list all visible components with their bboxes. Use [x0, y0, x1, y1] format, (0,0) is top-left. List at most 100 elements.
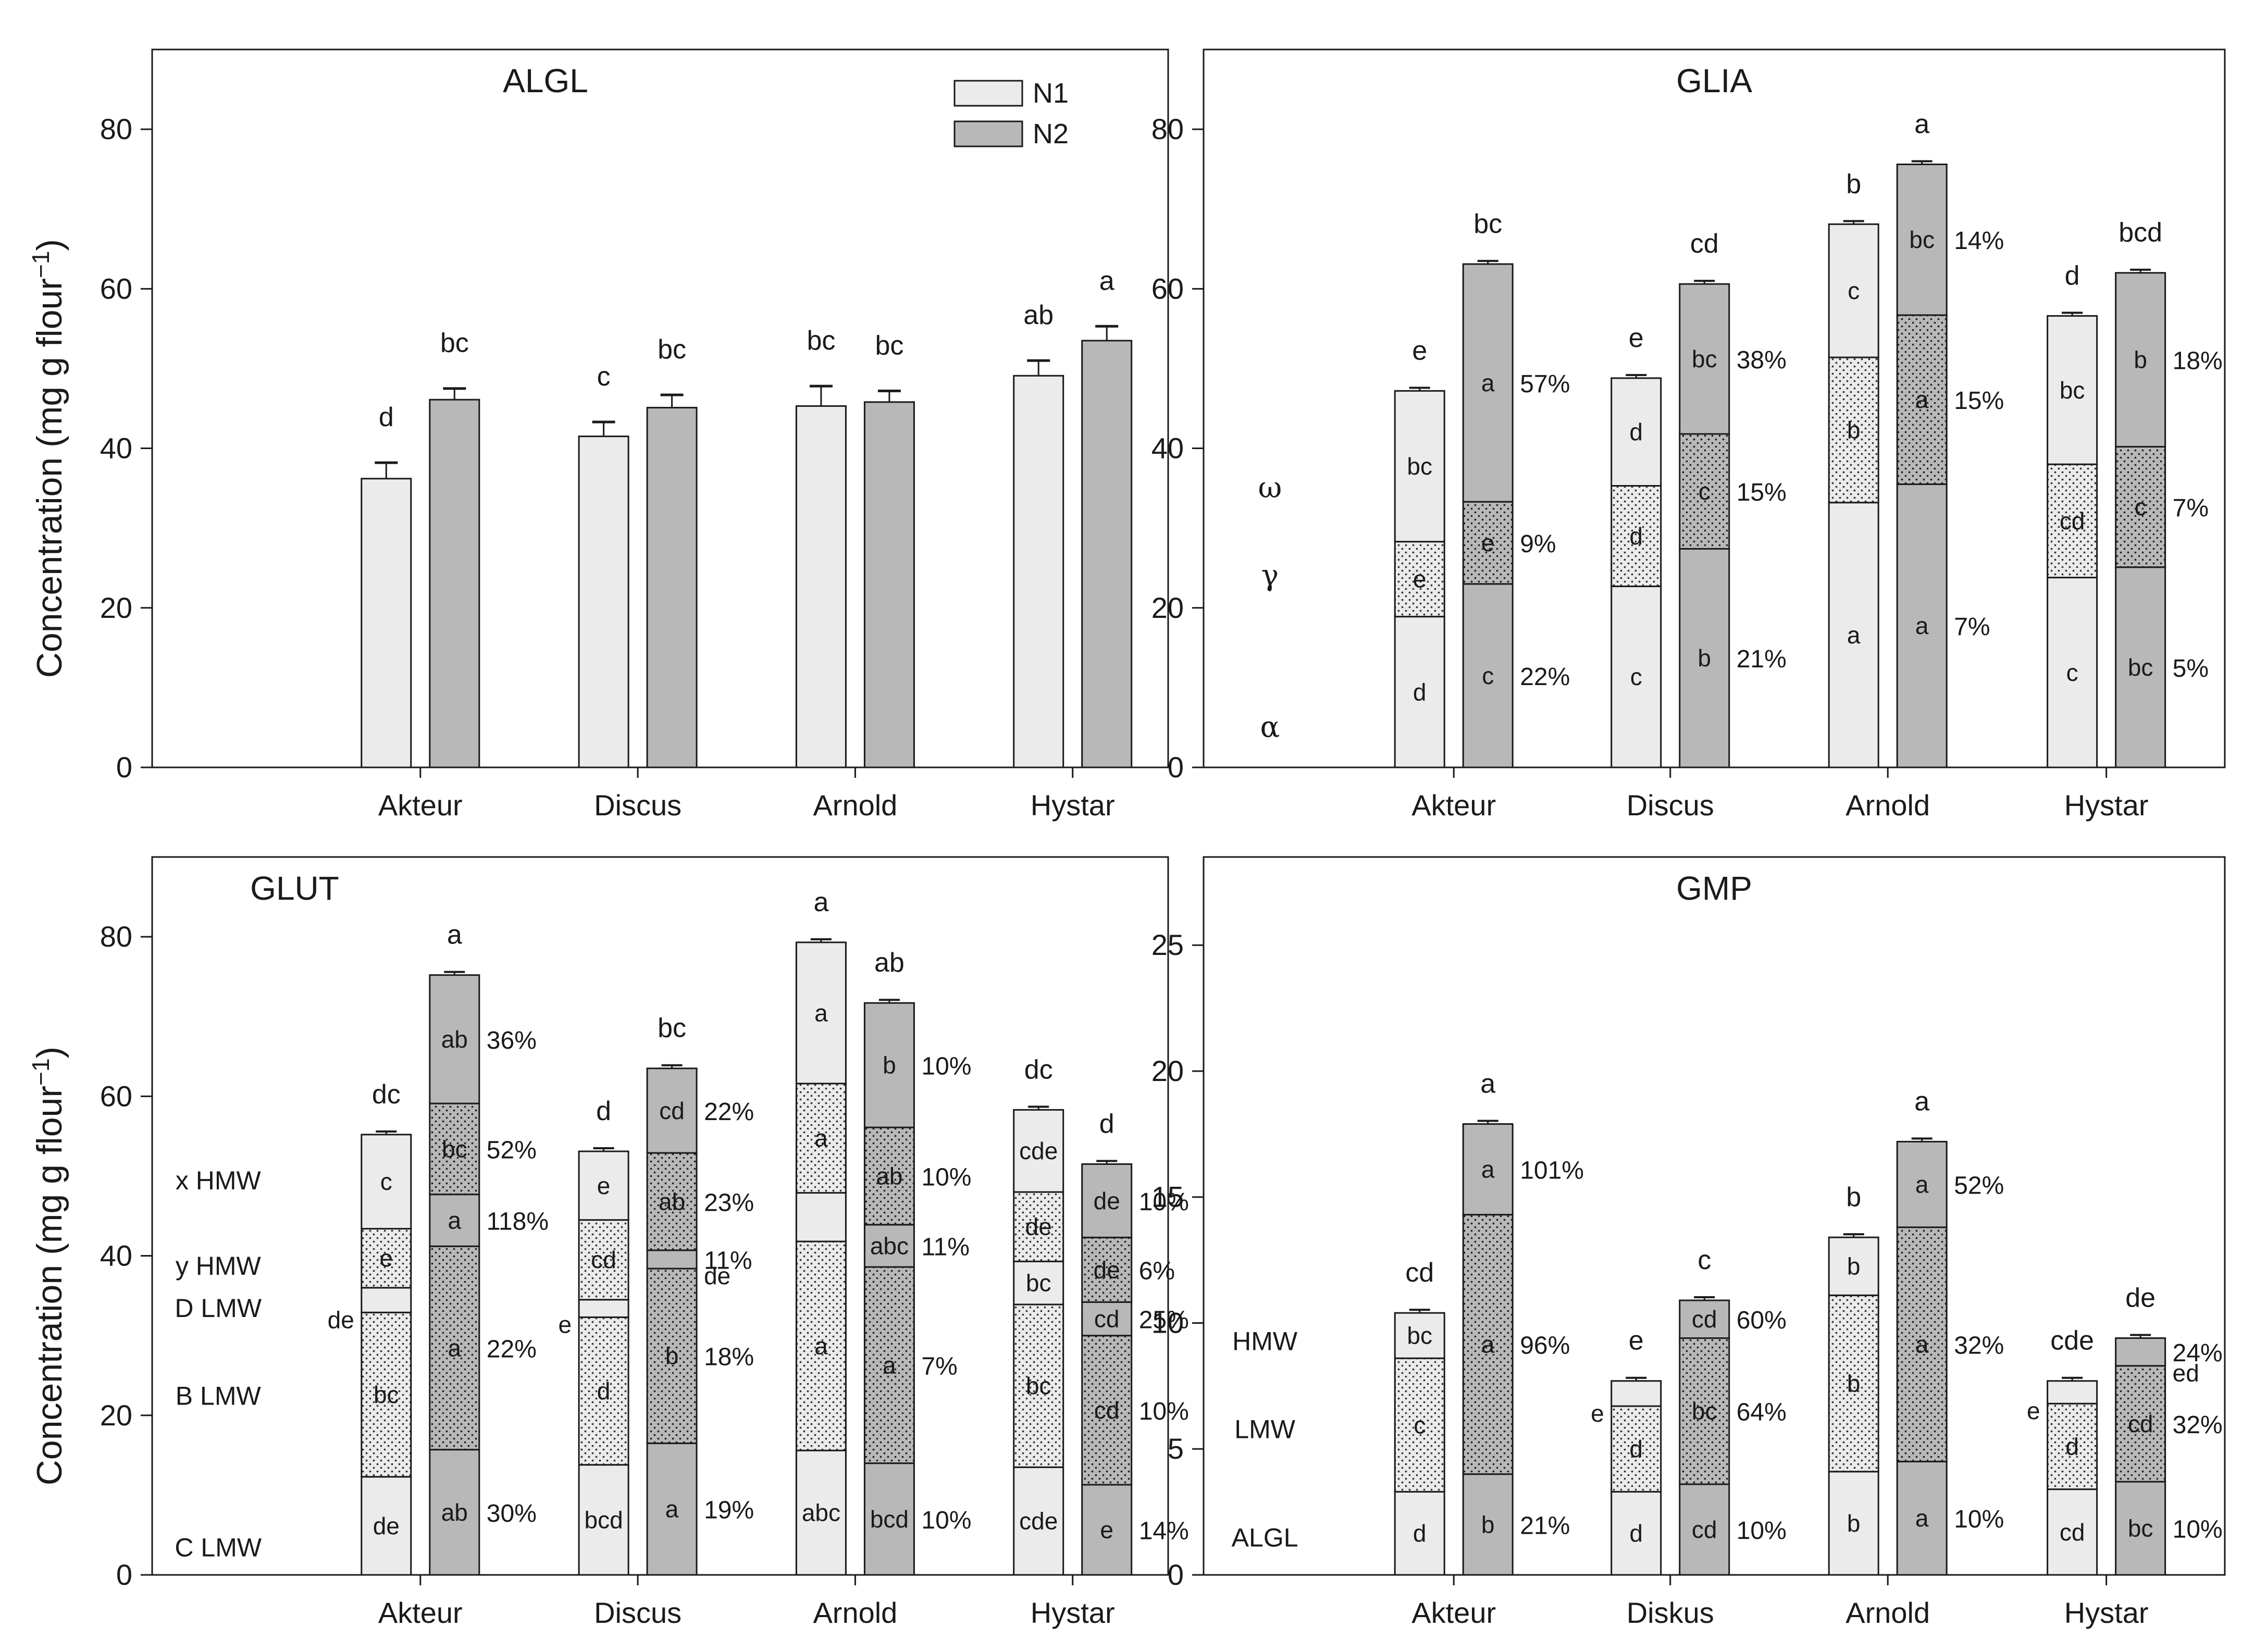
bar-n2 — [863, 401, 915, 768]
stacked-segment-n2 — [1462, 1123, 1514, 1216]
stacked-segment-n2 — [1896, 1140, 1948, 1228]
stacked-segment-n1 — [361, 1227, 412, 1289]
segment-letter: c — [2066, 659, 2078, 686]
stacked-segment-n1 — [1013, 1109, 1064, 1193]
stacked-segment-n2 — [1679, 1299, 1730, 1339]
y-tick-label: 20 — [1151, 1054, 1184, 1087]
y-tick-label: 0 — [1168, 751, 1184, 784]
stacked-segment-n2 — [1896, 483, 1948, 768]
percent-increase-label: 30% — [487, 1500, 537, 1527]
stacked-segment-n1 — [1611, 377, 1662, 487]
stacked-segment-n1 — [1611, 1380, 1662, 1407]
y-tick-label: 10 — [1151, 1306, 1184, 1339]
segment-letter: a — [665, 1496, 679, 1523]
y-axis-title-text: Concentration (mg g flour — [30, 278, 69, 678]
segment-letter: c — [2135, 493, 2147, 520]
stacked-segment-n2 — [429, 1194, 480, 1247]
segment-letter: bc — [1909, 226, 1935, 253]
total-significance-letter: a — [1914, 109, 1929, 139]
significance-letter: bc — [440, 328, 469, 358]
stacked-segment-n1 — [578, 1219, 629, 1301]
x-category-label: Hystar — [2064, 1596, 2149, 1629]
percent-increase-label: 23% — [704, 1189, 754, 1216]
segment-letter: e — [1413, 566, 1427, 593]
segment-letter: de — [1094, 1187, 1120, 1214]
percent-increase-label: 10% — [2173, 1516, 2223, 1544]
segment-letter: b — [1847, 1370, 1861, 1397]
segment-letter: cd — [591, 1246, 616, 1273]
stacked-segment-n1 — [795, 1449, 847, 1576]
svg-text:Concentration (mg g flour−1): Concentration (mg g flour−1) — [27, 1047, 69, 1485]
stacked-segment-n2 — [1081, 1163, 1133, 1238]
percent-increase-label: 21% — [1737, 645, 1787, 673]
percent-increase-label: 21% — [1520, 1512, 1570, 1539]
stacked-segment-n1 — [578, 1299, 629, 1318]
significance-letter: c — [597, 362, 611, 392]
percent-increase-label: 7% — [921, 1352, 957, 1380]
y-tick-label: 80 — [100, 920, 132, 953]
panel-glut: GLUT 0 20 40 60 80 Akteur Discus Arnold Hystar C L… — [100, 856, 1189, 1629]
side-letter: de — [328, 1306, 354, 1333]
percent-increase-label: 10% — [1737, 1517, 1787, 1545]
percent-increase-label: 57% — [1520, 370, 1570, 398]
segment-letter: bcd — [870, 1506, 909, 1533]
stacked-segment-n1 — [795, 1240, 847, 1451]
stacked-segment-n2 — [1679, 1483, 1730, 1576]
total-significance-letter: a — [1480, 1069, 1495, 1099]
percent-increase-label: 10% — [921, 1053, 971, 1080]
segment-letter: d — [1629, 418, 1643, 445]
y-tick-label: 0 — [116, 1558, 132, 1591]
y-tick-label: 60 — [100, 1079, 132, 1112]
y-axis-title-superscript: −1 — [27, 251, 54, 278]
y-tick-label: 80 — [1151, 113, 1184, 145]
x-category-label: Hystar — [2064, 789, 2149, 822]
segment-letter: cde — [1019, 1137, 1058, 1164]
y-tick-label: 25 — [1151, 928, 1184, 961]
total-significance-letter: b — [1846, 169, 1861, 199]
total-significance-letter: cd — [1690, 229, 1719, 259]
x-category-label: Discus — [594, 1596, 682, 1629]
x-category-label: Arnold — [1845, 789, 1930, 822]
y-tick-label: 0 — [116, 751, 132, 784]
total-significance-letter: dc — [1024, 1054, 1053, 1085]
segment-letter: cd — [1692, 1516, 1717, 1543]
bar-n2 — [646, 406, 698, 768]
segment-letter: bc — [1026, 1372, 1051, 1399]
total-significance-letter: bc — [658, 1013, 686, 1044]
stacked-segment-n2 — [1679, 548, 1730, 768]
segment-letter: cd — [2060, 507, 2085, 535]
total-significance-letter: d — [2065, 260, 2080, 291]
segment-letter: b — [1847, 1253, 1861, 1280]
stacked-segment-n2 — [1462, 501, 1514, 585]
segment-letter: bc — [442, 1135, 467, 1162]
component-label: γ — [1261, 559, 1279, 593]
percent-increase-label: 22% — [704, 1098, 754, 1126]
stacked-segment-n2 — [1896, 163, 1948, 316]
percent-increase-label: 10% — [1139, 1188, 1189, 1216]
segment-letter: bc — [2128, 654, 2153, 681]
bar-n1 — [578, 436, 629, 768]
segment-letter: a — [1915, 612, 1929, 639]
total-significance-letter: cd — [1405, 1258, 1434, 1288]
component-label: C LMW — [175, 1533, 262, 1562]
stacked-segment-n1 — [2047, 1488, 2098, 1576]
percent-increase-label: 52% — [487, 1136, 537, 1164]
percent-increase-label: 24% — [2173, 1339, 2223, 1367]
stacked-segment-n1 — [1828, 1471, 1879, 1576]
segment-letter: de — [1025, 1213, 1052, 1240]
bar-n1 — [1013, 375, 1064, 768]
stacked-segment-n1 — [1828, 502, 1879, 768]
stacked-segment-n2 — [429, 1449, 480, 1576]
stacked-segment-n1 — [795, 1192, 847, 1243]
component-label: y HMW — [176, 1251, 262, 1281]
stacked-segment-n1 — [795, 941, 847, 1085]
panel-algl: ALGL 0 20 40 60 80 Akteur Discus Arnold Hystar N1 N… — [100, 48, 1169, 822]
segment-letter: abc — [802, 1499, 840, 1526]
y-tick-label: 5 — [1168, 1432, 1184, 1465]
stacked-segment-n1 — [361, 1476, 412, 1576]
percent-increase-label: 7% — [1954, 613, 1990, 641]
stacked-segment-n2 — [1679, 1337, 1730, 1485]
percent-increase-label: 36% — [487, 1027, 537, 1054]
segment-letter: bcd — [585, 1506, 623, 1533]
stacked-segment-n2 — [1462, 1473, 1514, 1576]
